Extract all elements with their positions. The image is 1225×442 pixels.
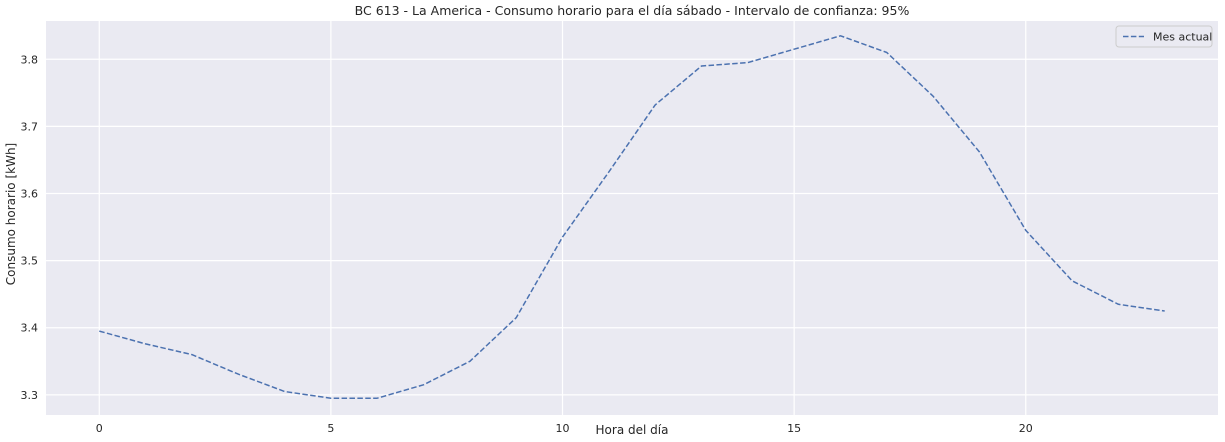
y-axis-label: Consumo horario [kWh] bbox=[4, 143, 18, 285]
x-tick-label: 5 bbox=[327, 422, 334, 435]
y-tick-label: 3.4 bbox=[21, 322, 39, 335]
chart-title: BC 613 - La America - Consumo horario pa… bbox=[355, 3, 910, 18]
x-axis-label: Hora del día bbox=[596, 423, 669, 437]
series-line-0 bbox=[99, 35, 1165, 399]
x-tick-labels: 0 5 10 15 20 bbox=[96, 422, 1033, 435]
y-tick-label: 3.5 bbox=[21, 255, 39, 268]
series-layer bbox=[99, 35, 1165, 399]
y-tick-label: 3.7 bbox=[21, 120, 39, 133]
x-tick-label: 10 bbox=[556, 422, 570, 435]
legend-label-mes-actual: Mes actual bbox=[1153, 31, 1212, 44]
legend-box bbox=[1115, 25, 1213, 48]
y-tick-label: 3.6 bbox=[21, 188, 39, 201]
x-gridlines bbox=[98, 21, 1027, 415]
y-tick-label: 3.8 bbox=[21, 53, 39, 66]
legend: Mes actual bbox=[1115, 25, 1213, 48]
y-gridlines bbox=[46, 58, 1218, 396]
y-tick-label: 3.3 bbox=[21, 389, 39, 402]
x-tick-label: 0 bbox=[96, 422, 103, 435]
x-tick-label: 20 bbox=[1019, 422, 1033, 435]
plot-background bbox=[46, 21, 1218, 415]
x-tick-label: 15 bbox=[787, 422, 801, 435]
y-tick-labels: 3.3 3.4 3.5 3.6 3.7 3.8 bbox=[21, 53, 39, 402]
